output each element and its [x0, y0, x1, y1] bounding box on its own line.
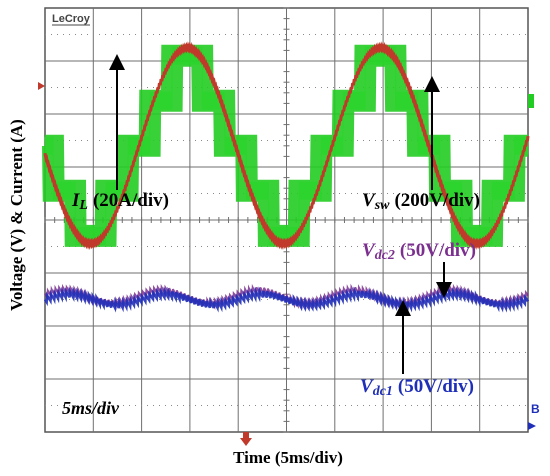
y-axis-label: Voltage (V) & Current (A) [7, 119, 26, 311]
vsw-label: Vsw (200V/div) [362, 190, 480, 213]
series-il [43, 41, 530, 250]
instrument-brand: LeCroy [52, 13, 91, 25]
trigger-marker [240, 432, 252, 446]
series-vsw-switching [44, 46, 529, 245]
il-label: IL (20A/div) [71, 190, 169, 213]
right-ch-marker [528, 94, 534, 108]
timebase-label: 5ms/div [62, 398, 120, 418]
x-axis-label: Time (5ms/div) [233, 448, 343, 467]
vdc2-label: Vdc2 (50V/div) [362, 240, 476, 263]
annotations: IL (20A/div) Vsw (200V/div) Vdc2 (50V/div) … [62, 54, 480, 418]
waveforms [42, 41, 530, 313]
right-channel-letter: B [531, 402, 540, 416]
left-ch-marker [38, 82, 45, 90]
vdc1-label: Vdc1 (50V/div) [360, 376, 474, 399]
right-bottom-marker [528, 422, 536, 430]
